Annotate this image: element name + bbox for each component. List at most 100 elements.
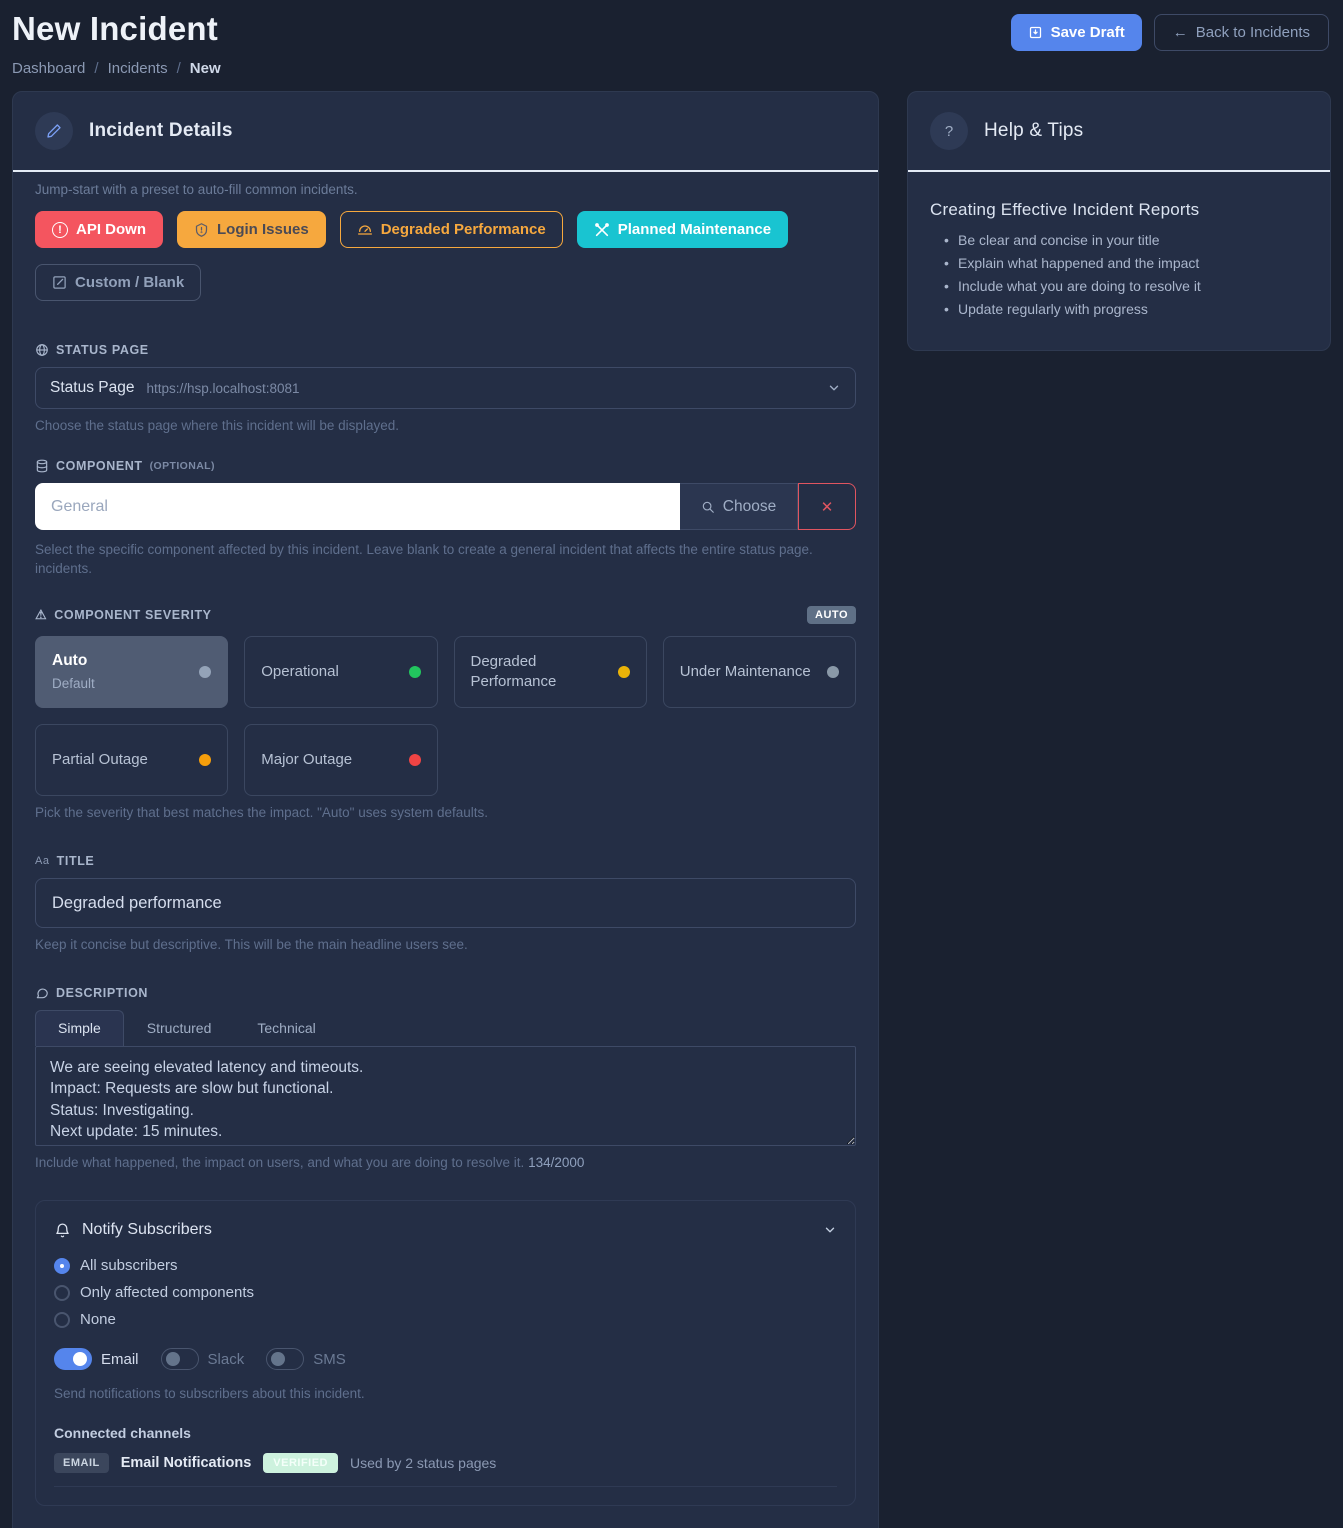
- title-label-row: Aa TITLE: [35, 854, 856, 868]
- radio-label: All subscribers: [80, 1257, 178, 1274]
- severity-dot: [199, 754, 212, 766]
- severity-auto-badge: AUTO: [807, 606, 856, 624]
- title-input[interactable]: [35, 878, 856, 928]
- severity-option-subtitle: Default: [52, 675, 95, 691]
- severity-dot: [408, 754, 421, 766]
- description-section: DESCRIPTION Simple Structured Technical …: [35, 986, 856, 1170]
- breadcrumb-dashboard[interactable]: Dashboard: [12, 60, 86, 77]
- severity-option-major-outage[interactable]: Major Outage: [244, 724, 438, 796]
- channel-row-email: EMAIL Email Notifications VERIFIED Used …: [54, 1453, 837, 1487]
- radio-icon: [54, 1311, 70, 1328]
- status-page-url: https://hsp.localhost:8081: [146, 380, 300, 396]
- description-label: DESCRIPTION: [56, 986, 149, 1000]
- content: Incident Details Jump-start with a prese…: [12, 91, 1331, 1528]
- severity-option-title: Under Maintenance: [679, 662, 811, 680]
- alert-circle-icon: !: [52, 221, 68, 238]
- preset-hint: Jump-start with a preset to auto-fill co…: [35, 182, 358, 197]
- help-heading: Creating Effective Incident Reports: [930, 200, 1200, 219]
- radio-label: Only affected components: [80, 1284, 254, 1301]
- toggle-sms[interactable]: SMS: [266, 1348, 346, 1370]
- component-label-row: COMPONENT (OPTIONAL): [35, 459, 856, 473]
- channel-usage: Used by 2 status pages: [350, 1455, 497, 1471]
- component-optional-label: (OPTIONAL): [149, 460, 215, 472]
- status-page-value: Status Page: [50, 379, 135, 396]
- arrow-left-icon: ←: [1172, 24, 1188, 41]
- severity-option-operational[interactable]: Operational: [244, 636, 438, 708]
- help-tips-title: Help & Tips: [984, 120, 1084, 141]
- component-input[interactable]: [35, 483, 680, 530]
- severity-option-degraded-performance[interactable]: Degraded Performance: [453, 636, 647, 708]
- back-to-incidents-button[interactable]: ← Back to Incidents: [1153, 14, 1329, 51]
- severity-option-title: Degraded Performance: [470, 652, 557, 690]
- radio-all-subscribers[interactable]: All subscribers: [54, 1257, 837, 1274]
- severity-dot: [827, 666, 839, 678]
- notify-subscribers-title: Notify Subscribers: [82, 1221, 212, 1238]
- severity-option-under-maintenance[interactable]: Under Maintenance: [662, 636, 856, 708]
- title-help: Keep it concise but descriptive. This wi…: [35, 937, 468, 952]
- status-page-label-row: STATUS PAGE: [35, 343, 856, 357]
- component-help: Select the specific component affected b…: [35, 542, 856, 576]
- radio-none[interactable]: None: [54, 1311, 837, 1328]
- status-page-select[interactable]: Status Page https://hsp.localhost:8081: [35, 367, 856, 409]
- radio-icon: [54, 1284, 70, 1301]
- component-choose-button[interactable]: Choose: [680, 483, 798, 530]
- status-page-section: STATUS PAGE Status Page https://hsp.loca…: [35, 343, 856, 433]
- topbar: New Incident Dashboard / Incidents / New…: [12, 0, 1331, 91]
- help-tips-card: ? Help & Tips Creating Effective Inciden…: [907, 91, 1331, 351]
- severity-dot: [408, 666, 421, 678]
- char-count: 134/2000: [528, 1155, 585, 1170]
- preset-api-down-button[interactable]: ! API Down: [35, 211, 163, 248]
- toggle-email[interactable]: Email: [54, 1348, 139, 1370]
- severity-option-title: Auto: [52, 651, 88, 669]
- preset-custom-blank-button[interactable]: Custom / Blank: [35, 264, 202, 301]
- severity-options: Auto Default Operational Degraded Perfor…: [35, 636, 856, 796]
- channel-name: Email Notifications: [120, 1455, 252, 1471]
- status-page-help: Choose the status page where this incide…: [35, 418, 399, 433]
- component-clear-button[interactable]: ✕: [798, 483, 856, 530]
- severity-option-title: Major Outage: [261, 750, 353, 768]
- description-tabs: Simple Structured Technical: [35, 1010, 856, 1046]
- download-save-icon: [1028, 25, 1043, 40]
- tip-item: Update regularly with progress: [944, 301, 1308, 317]
- chevron-down-icon: [823, 1223, 837, 1237]
- text-aa-icon: Aa: [35, 855, 50, 867]
- notify-audience-radios: All subscribers Only affected components…: [54, 1257, 837, 1328]
- close-icon: ✕: [820, 498, 834, 516]
- topbar-actions: Save Draft ← Back to Incidents: [1010, 14, 1329, 51]
- shield-icon: [194, 222, 209, 238]
- tips-list: Be clear and concise in your title Expla…: [930, 232, 1308, 317]
- database-icon: [35, 459, 49, 473]
- preset-login-issues-button[interactable]: Login Issues: [177, 211, 326, 248]
- save-draft-label: Save Draft: [1050, 24, 1125, 41]
- description-textarea[interactable]: We are seeing elevated latency and timeo…: [35, 1046, 856, 1146]
- breadcrumb-incidents[interactable]: Incidents: [107, 60, 168, 77]
- preset-planned-maintenance-button[interactable]: Planned Maintenance: [576, 211, 789, 248]
- breadcrumb-separator: /: [176, 60, 181, 77]
- bell-icon: [54, 1222, 71, 1239]
- breadcrumb-new: New: [189, 60, 221, 77]
- severity-option-partial-outage[interactable]: Partial Outage: [35, 724, 229, 796]
- severity-dot: [199, 666, 212, 678]
- toggle-switch: [54, 1348, 92, 1370]
- notify-subscribers-panel: Notify Subscribers All subscribers Only: [35, 1200, 856, 1506]
- tip-item: Include what you are doing to resolve it: [944, 278, 1308, 294]
- notify-subscribers-header[interactable]: Notify Subscribers: [54, 1221, 837, 1239]
- toggle-slack[interactable]: Slack: [160, 1348, 245, 1370]
- tab-simple[interactable]: Simple: [35, 1010, 124, 1046]
- toggle-label: Slack: [207, 1350, 245, 1368]
- description-help-text: Include what happened, the impact on use…: [35, 1155, 525, 1170]
- radio-only-affected-components[interactable]: Only affected components: [54, 1284, 837, 1301]
- edit-icon: [52, 275, 67, 290]
- description-label-row: DESCRIPTION: [35, 986, 856, 1000]
- incident-details-body: Jump-start with a preset to auto-fill co…: [13, 172, 878, 1528]
- tab-technical[interactable]: Technical: [257, 1020, 316, 1036]
- component-input-group: Choose ✕: [35, 483, 856, 530]
- severity-option-auto[interactable]: Auto Default: [35, 636, 229, 708]
- tab-structured[interactable]: Structured: [146, 1020, 212, 1036]
- connected-channels-title: Connected channels: [54, 1425, 191, 1441]
- save-draft-button[interactable]: Save Draft: [1010, 14, 1142, 51]
- preset-degraded-performance-button[interactable]: Degraded Performance: [339, 211, 563, 248]
- globe-icon: [35, 343, 49, 357]
- preset-label: Degraded Performance: [380, 221, 546, 238]
- preset-label: Planned Maintenance: [617, 221, 772, 238]
